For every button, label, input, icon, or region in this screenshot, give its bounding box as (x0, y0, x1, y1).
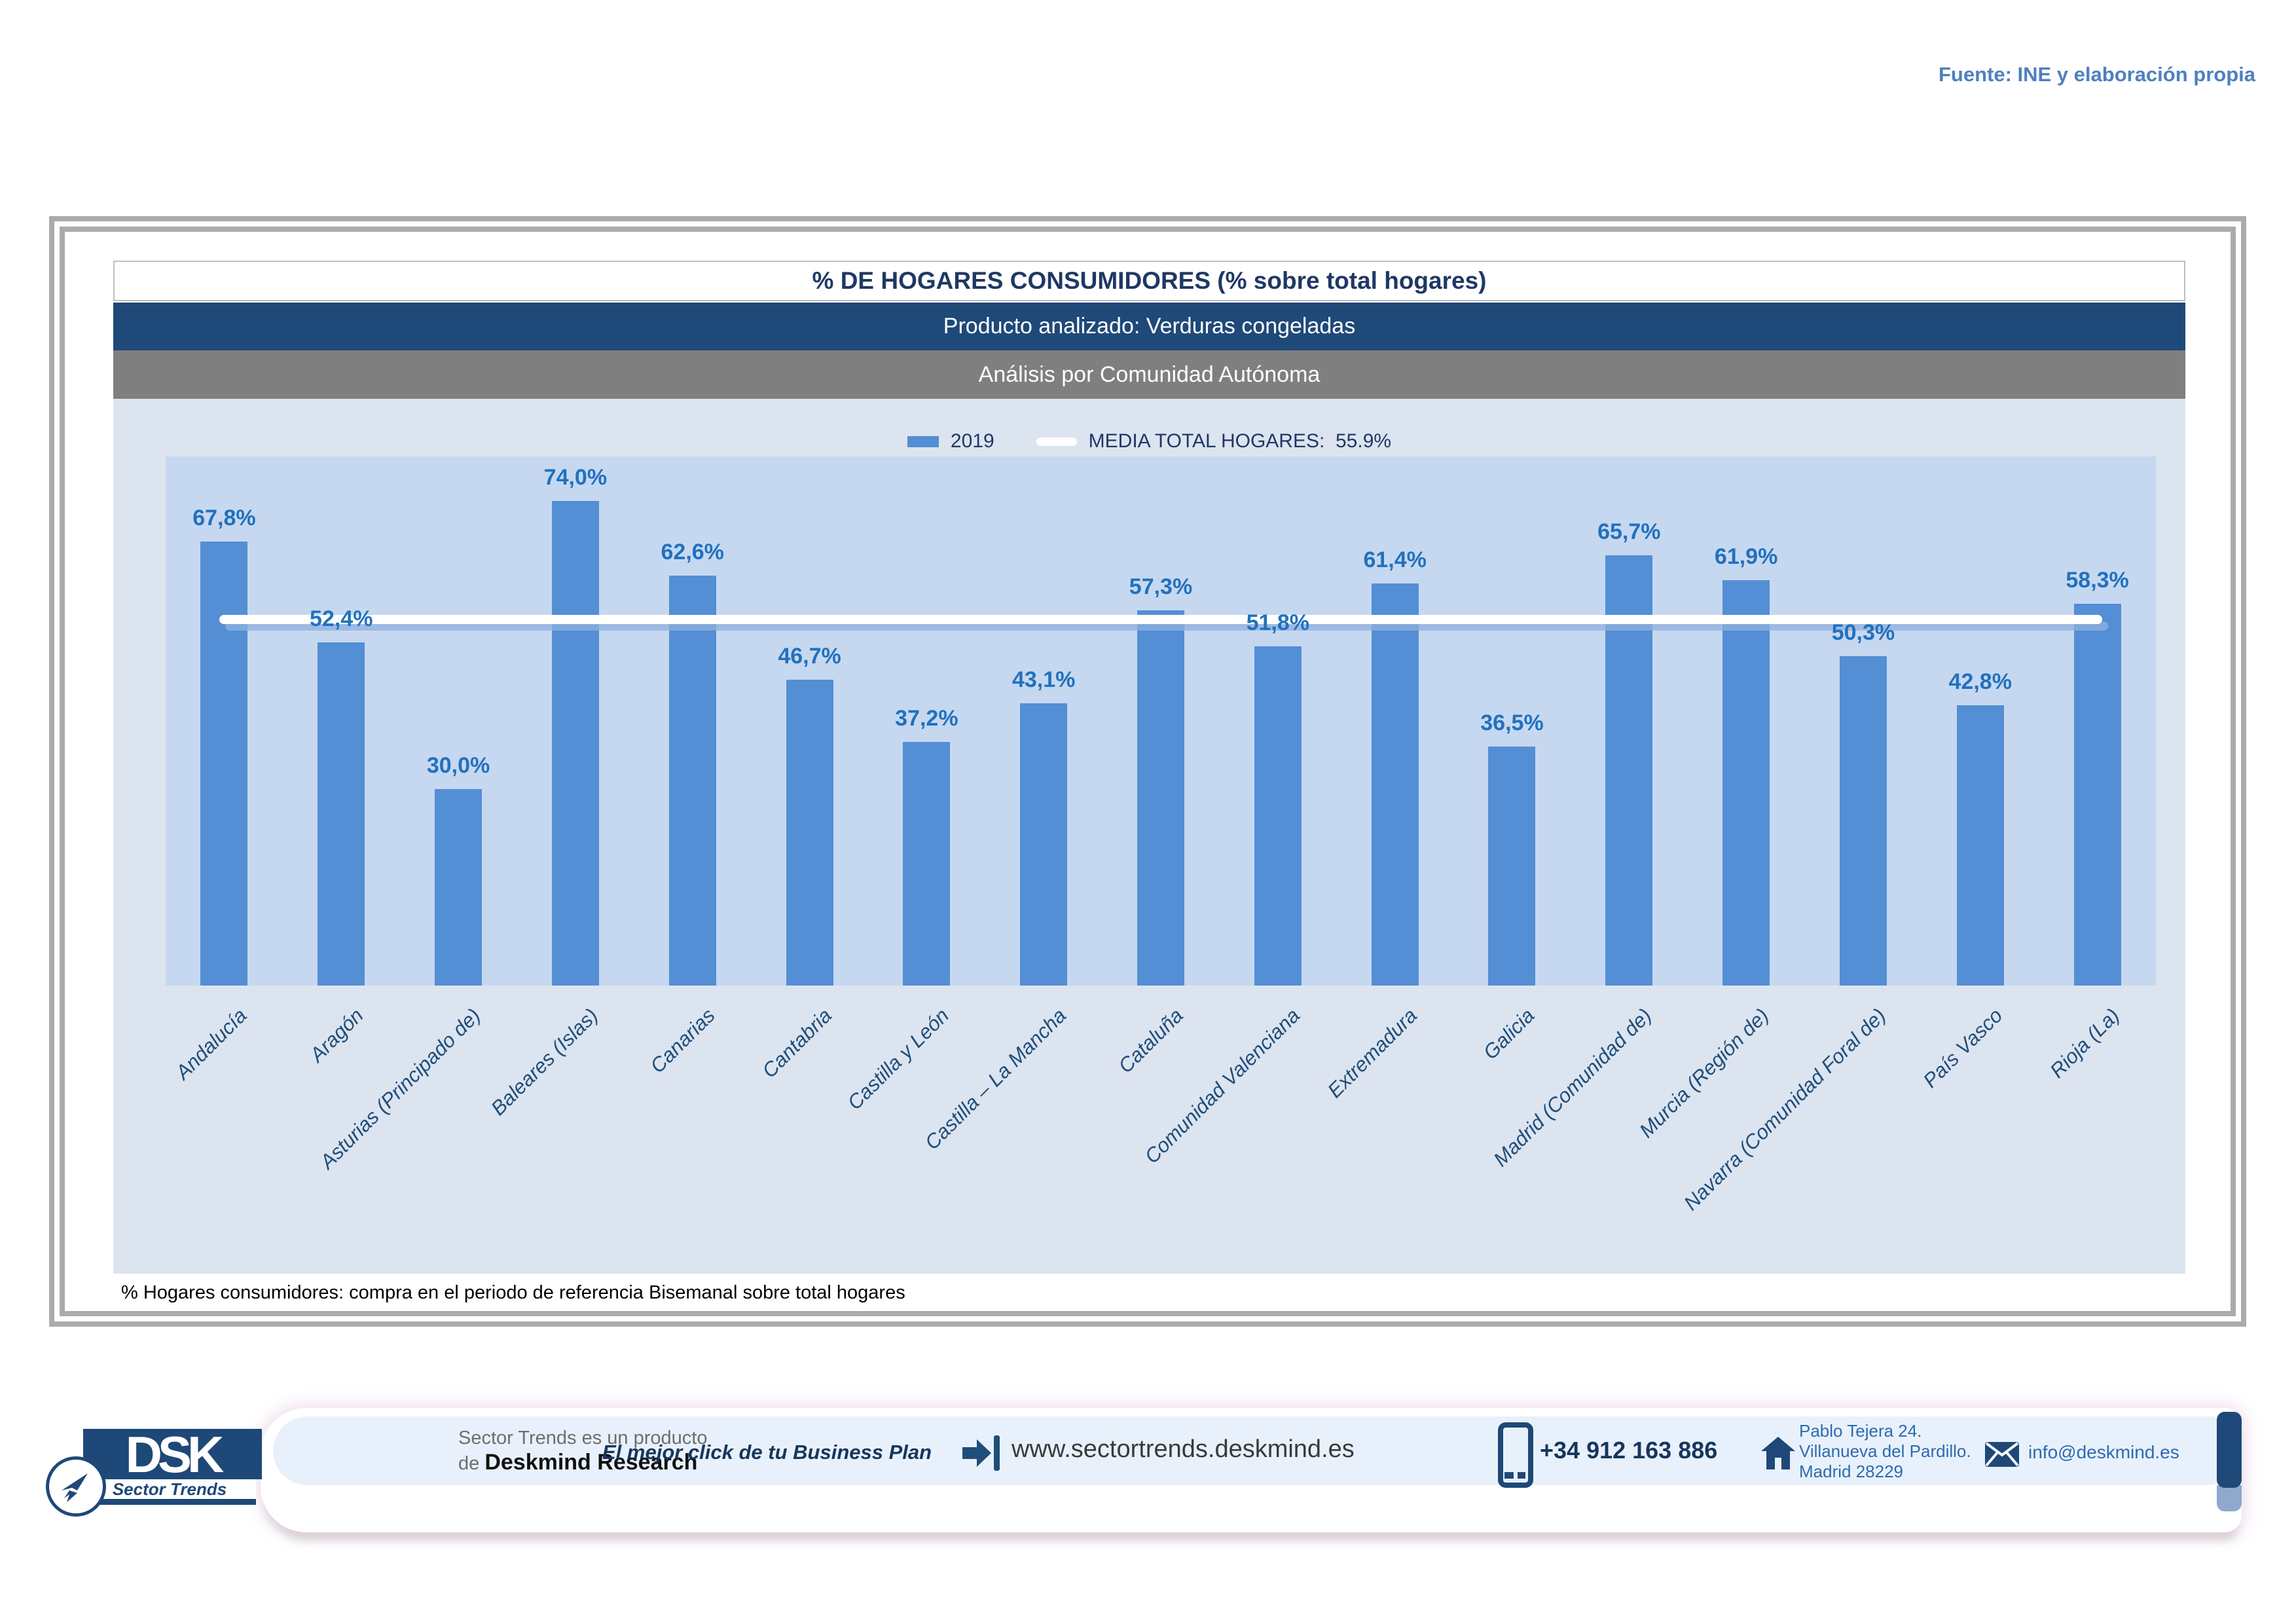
paper-plane-badge (46, 1456, 106, 1517)
x-axis-label-10: Extremadura (1323, 1004, 1422, 1103)
bar-value-label-13: 61,9% (1714, 544, 1778, 569)
x-axis-label-11: Galicia (1478, 1004, 1539, 1064)
bar-16 (2073, 604, 2121, 986)
sector-trends-text: Sector Trends (112, 1479, 227, 1499)
phone-icon (1498, 1422, 1533, 1488)
bar-value-label-4: 62,6% (661, 540, 724, 564)
bar-9 (1254, 646, 1302, 986)
bar-value-label-12: 65,7% (1597, 519, 1661, 544)
bar-15 (1956, 705, 2004, 986)
bar-value-label-8: 57,3% (1129, 574, 1193, 599)
bar-12 (1605, 555, 1653, 986)
dsk-logo-box: DSK (83, 1425, 262, 1483)
x-axis-label-8: Cataluña (1114, 1004, 1188, 1078)
x-axis-label-6: Castilla y León (843, 1004, 954, 1115)
legend-swatch-2019 (907, 435, 939, 447)
logo-underline-bar (90, 1499, 256, 1505)
dsk-logo: DSK Sector Trends (46, 1416, 262, 1517)
chart-footnote: % Hogares consumidores: compra en el per… (121, 1282, 905, 1303)
bar-value-label-9: 51,8% (1246, 610, 1310, 635)
arrow-bracket-icon (962, 1435, 1000, 1471)
legend-media-label: MEDIA TOTAL HOGARES: 55.9% (1088, 430, 1392, 452)
footer-product-text: Sector Trends es un producto de Deskmind… (458, 1426, 707, 1476)
bar-value-label-14: 50,3% (1831, 620, 1895, 645)
footer-address-line1: Pablo Tejera 24. (1799, 1421, 1922, 1441)
bar-8 (1137, 610, 1184, 986)
footer-endcap (2217, 1412, 2242, 1488)
bar-value-label-7: 43,1% (1011, 667, 1076, 692)
x-axis-label-4: Canarias (645, 1004, 720, 1078)
x-axis-label-1: Aragón (305, 1004, 368, 1067)
bar-value-label-10: 61,4% (1363, 547, 1427, 572)
bar-6 (903, 742, 951, 986)
bar-value-label-6: 37,2% (895, 706, 958, 731)
bar-chart: 2019 MEDIA TOTAL HOGARES: 55.9% 67,8% 52,… (113, 399, 2185, 1274)
plot-area: 67,8% 52,4% 30,0% 74,0% 62,6% 46,7% 37,2% 43,1%… (166, 456, 2156, 986)
footer-endcap-shadow (2217, 1485, 2242, 1511)
mail-icon (1985, 1442, 2019, 1467)
x-axis-label-14: Navarra (Comunidad Foral de) (1679, 1004, 1890, 1215)
media-total-line (219, 615, 2102, 624)
source-note: Fuente: INE y elaboración propia (1938, 63, 2255, 86)
x-axis-label-13: Murcia (Región de) (1634, 1004, 1773, 1143)
bar-4 (668, 576, 716, 986)
bar-13 (1722, 580, 1770, 986)
bar-value-label-1: 52,4% (310, 606, 373, 631)
footer-address: Pablo Tejera 24. Villanueva del Pardillo… (1799, 1421, 1971, 1482)
footer-tagline: El mejor click de tu Business Plan (602, 1441, 932, 1464)
deskmind-research-name: Deskmind Research (484, 1450, 698, 1475)
chart-subtitle-product: Producto analizado: Verduras congeladas (113, 303, 2185, 350)
bar-5 (786, 680, 833, 986)
bar-7 (1020, 703, 1068, 986)
footer-product-line2: de Deskmind Research (458, 1450, 698, 1475)
chart-subtitle-analysis: Análisis por Comunidad Autónoma (113, 350, 2185, 399)
bar-value-label-0: 67,8% (192, 506, 256, 530)
x-axis-label-15: País Vasco (1918, 1004, 2007, 1092)
x-axis-label-16: Rioja (La) (2045, 1004, 2124, 1082)
bar-14 (1839, 656, 1887, 986)
bar-value-label-5: 46,7% (778, 644, 841, 669)
x-axis-label-5: Cantabria (757, 1004, 837, 1082)
bar-value-label-15: 42,8% (1948, 669, 2012, 694)
bar-1 (318, 642, 365, 986)
footer-phone: +34 912 163 886 (1540, 1437, 1718, 1464)
chart-legend: 2019 MEDIA TOTAL HOGARES: 55.9% (113, 430, 2185, 452)
footer-email-link[interactable]: info@deskmind.es (2028, 1442, 2179, 1462)
bar-3 (551, 501, 599, 986)
bar-value-label-16: 58,3% (2066, 568, 2129, 593)
bar-value-label-3: 74,0% (543, 465, 608, 490)
bar-11 (1488, 747, 1536, 986)
sector-trends-strip: Sector Trends (83, 1479, 256, 1499)
dsk-logo-text: DSK (125, 1425, 225, 1483)
footer-address-line2: Villanueva del Pardillo. (1799, 1441, 1971, 1461)
paper-plane-icon (62, 1473, 88, 1502)
legend-label-2019: 2019 (950, 430, 994, 452)
bar-value-label-2: 30,0% (426, 753, 490, 778)
x-axis-label-3: Baleares (Islas) (486, 1004, 602, 1120)
house-icon (1761, 1437, 1795, 1469)
footer-address-line3: Madrid 28229 (1799, 1462, 1903, 1481)
footer-product-line1: Sector Trends es un producto (458, 1428, 708, 1449)
footer-website-link[interactable]: www.sectortrends.deskmind.es (1011, 1435, 1355, 1463)
x-axis-label-0: Andalucía (170, 1004, 251, 1084)
footer-pill (273, 1416, 2219, 1485)
bar-value-label-11: 36,5% (1480, 710, 1544, 735)
legend-media-line-swatch (1036, 437, 1077, 446)
chart-title: % DE HOGARES CONSUMIDORES (% sobre total… (113, 261, 2185, 301)
bar-0 (200, 542, 248, 986)
bar-2 (435, 789, 483, 986)
bar-10 (1371, 583, 1419, 986)
